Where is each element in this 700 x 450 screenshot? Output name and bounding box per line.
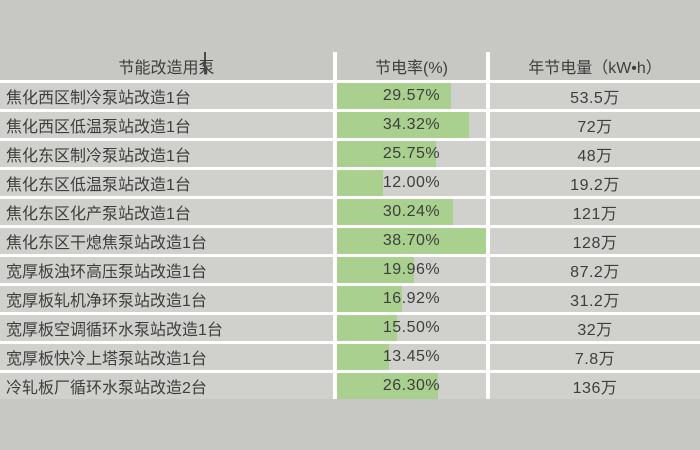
annual-saving-label: 7.8万 (574, 351, 616, 368)
cell-saving-rate[interactable]: 25.75% (337, 141, 486, 167)
table-row: 宽厚板浊环高压泵站改造1台 19.96% 87.2万 (0, 257, 700, 283)
header-label-pump-name: 节能改造用泵 (118, 60, 215, 77)
annual-saving-label: 32万 (577, 322, 613, 339)
saving-rate-label: 15.50% (382, 319, 441, 336)
table-header-row: 节能改造用泵 节电率(%) 年节电量（kW•h） (0, 52, 700, 80)
saving-rate-data-bar (337, 141, 437, 167)
cell-annual-saving[interactable]: 48万 (490, 141, 700, 167)
saving-rate-label: 29.57% (382, 87, 441, 104)
table-row: 焦化西区低温泵站改造1台 34.32% 72万 (0, 112, 700, 138)
annual-saving-label: 121万 (572, 206, 618, 223)
pump-name-label: 宽厚板轧机净环泵站改造1台 (6, 293, 207, 310)
saving-rate-label: 26.30% (382, 377, 441, 394)
table-body: 焦化西区制冷泵站改造1台 29.57% 53.5万 焦化西区低温泵站改造1台 3… (0, 83, 700, 399)
cell-pump-name[interactable]: 焦化东区干熄焦泵站改造1台 (0, 228, 333, 254)
cell-annual-saving[interactable]: 87.2万 (490, 257, 700, 283)
pump-name-label: 焦化东区制冷泵站改造1台 (6, 148, 191, 165)
saving-rate-label: 30.24% (382, 203, 441, 220)
cell-annual-saving[interactable]: 128万 (490, 228, 700, 254)
table-row: 焦化东区低温泵站改造1台 12.00% 19.2万 (0, 170, 700, 196)
saving-rate-label: 34.32% (382, 116, 441, 133)
cell-pump-name[interactable]: 焦化西区制冷泵站改造1台 (0, 83, 333, 109)
saving-rate-data-bar (337, 83, 451, 109)
annual-saving-label: 72万 (577, 119, 613, 136)
header-cell-saving-rate[interactable]: 节电率(%) (337, 52, 486, 80)
pump-name-label: 焦化东区干熄焦泵站改造1台 (6, 235, 207, 252)
cell-saving-rate[interactable]: 19.96% (337, 257, 486, 283)
table-row: 宽厚板轧机净环泵站改造1台 16.92% 31.2万 (0, 286, 700, 312)
text-cursor (204, 52, 206, 74)
cell-annual-saving[interactable]: 19.2万 (490, 170, 700, 196)
cell-saving-rate[interactable]: 38.70% (337, 228, 486, 254)
cell-pump-name[interactable]: 宽厚板快冷上塔泵站改造1台 (0, 344, 333, 370)
saving-rate-data-bar (337, 228, 486, 254)
cell-saving-rate[interactable]: 29.57% (337, 83, 486, 109)
pump-name-label: 焦化东区低温泵站改造1台 (6, 177, 191, 194)
cell-pump-name[interactable]: 宽厚板浊环高压泵站改造1台 (0, 257, 333, 283)
cell-annual-saving[interactable]: 31.2万 (490, 286, 700, 312)
cell-saving-rate[interactable]: 30.24% (337, 199, 486, 225)
saving-rate-data-bar (337, 315, 397, 341)
cell-pump-name[interactable]: 焦化东区化产泵站改造1台 (0, 199, 333, 225)
table-row: 焦化西区制冷泵站改造1台 29.57% 53.5万 (0, 83, 700, 109)
annual-saving-label: 87.2万 (570, 264, 620, 281)
saving-rate-label: 25.75% (382, 145, 441, 162)
cell-annual-saving[interactable]: 72万 (490, 112, 700, 138)
cell-annual-saving[interactable]: 136万 (490, 373, 700, 399)
table-row: 焦化东区化产泵站改造1台 30.24% 121万 (0, 199, 700, 225)
header-cell-annual-saving[interactable]: 年节电量（kW•h） (490, 52, 700, 80)
pump-name-label: 焦化西区制冷泵站改造1台 (6, 90, 191, 107)
cell-saving-rate[interactable]: 12.00% (337, 170, 486, 196)
pump-energy-saving-table: 节能改造用泵 节电率(%) 年节电量（kW•h） 焦化西区制冷泵站改造1台 29… (0, 52, 700, 399)
cell-annual-saving[interactable]: 121万 (490, 199, 700, 225)
annual-saving-label: 31.2万 (570, 293, 620, 310)
saving-rate-data-bar (337, 112, 470, 138)
cell-saving-rate[interactable]: 15.50% (337, 315, 486, 341)
header-cell-pump-name[interactable]: 节能改造用泵 (0, 52, 333, 80)
saving-rate-data-bar (337, 373, 439, 399)
annual-saving-label: 48万 (577, 148, 613, 165)
annual-saving-label: 136万 (572, 380, 618, 397)
cell-pump-name[interactable]: 焦化西区低温泵站改造1台 (0, 112, 333, 138)
saving-rate-data-bar (337, 344, 389, 370)
table-row: 焦化东区制冷泵站改造1台 25.75% 48万 (0, 141, 700, 167)
saving-rate-data-bar (337, 170, 384, 196)
annual-saving-label: 128万 (572, 235, 618, 252)
saving-rate-label: 16.92% (382, 290, 441, 307)
saving-rate-data-bar (337, 257, 414, 283)
pump-name-label: 焦化东区化产泵站改造1台 (6, 206, 191, 223)
cell-saving-rate[interactable]: 34.32% (337, 112, 486, 138)
cell-pump-name[interactable]: 宽厚板空调循环水泵站改造1台 (0, 315, 333, 341)
cell-pump-name[interactable]: 焦化东区制冷泵站改造1台 (0, 141, 333, 167)
table-row: 冷轧板厂循环水泵站改造2台 26.30% 136万 (0, 373, 700, 399)
cell-annual-saving[interactable]: 53.5万 (490, 83, 700, 109)
annual-saving-label: 19.2万 (570, 177, 620, 194)
table-row: 宽厚板快冷上塔泵站改造1台 13.45% 7.8万 (0, 344, 700, 370)
annual-saving-label: 53.5万 (570, 90, 620, 107)
cell-annual-saving[interactable]: 32万 (490, 315, 700, 341)
saving-rate-label: 38.70% (382, 232, 441, 249)
cell-saving-rate[interactable]: 26.30% (337, 373, 486, 399)
pump-name-label: 宽厚板快冷上塔泵站改造1台 (6, 351, 207, 368)
cell-annual-saving[interactable]: 7.8万 (490, 344, 700, 370)
pump-name-label: 宽厚板浊环高压泵站改造1台 (6, 264, 207, 281)
saving-rate-label: 19.96% (382, 261, 441, 278)
saving-rate-label: 13.45% (382, 348, 441, 365)
pump-name-label: 焦化西区低温泵站改造1台 (6, 119, 191, 136)
pump-name-label: 冷轧板厂循环水泵站改造2台 (6, 380, 207, 397)
header-label-annual-saving: 年节电量（kW•h） (528, 60, 662, 77)
table-row: 宽厚板空调循环水泵站改造1台 15.50% 32万 (0, 315, 700, 341)
cell-saving-rate[interactable]: 16.92% (337, 286, 486, 312)
header-label-saving-rate: 节电率(%) (375, 60, 448, 77)
pump-name-label: 宽厚板空调循环水泵站改造1台 (6, 322, 223, 339)
cell-saving-rate[interactable]: 13.45% (337, 344, 486, 370)
cell-pump-name[interactable]: 焦化东区低温泵站改造1台 (0, 170, 333, 196)
cell-pump-name[interactable]: 冷轧板厂循环水泵站改造2台 (0, 373, 333, 399)
cell-pump-name[interactable]: 宽厚板轧机净环泵站改造1台 (0, 286, 333, 312)
table-row: 焦化东区干熄焦泵站改造1台 38.70% 128万 (0, 228, 700, 254)
saving-rate-label: 12.00% (382, 174, 441, 191)
saving-rate-data-bar (337, 199, 454, 225)
saving-rate-data-bar (337, 286, 403, 312)
